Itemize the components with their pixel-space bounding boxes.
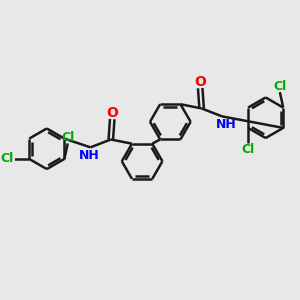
Text: NH: NH — [79, 149, 100, 162]
Text: Cl: Cl — [242, 143, 255, 156]
Text: Cl: Cl — [273, 80, 286, 93]
Text: Cl: Cl — [1, 152, 14, 165]
Text: Cl: Cl — [61, 131, 74, 144]
Text: NH: NH — [216, 118, 236, 131]
Text: O: O — [194, 75, 206, 89]
Text: O: O — [106, 106, 118, 120]
